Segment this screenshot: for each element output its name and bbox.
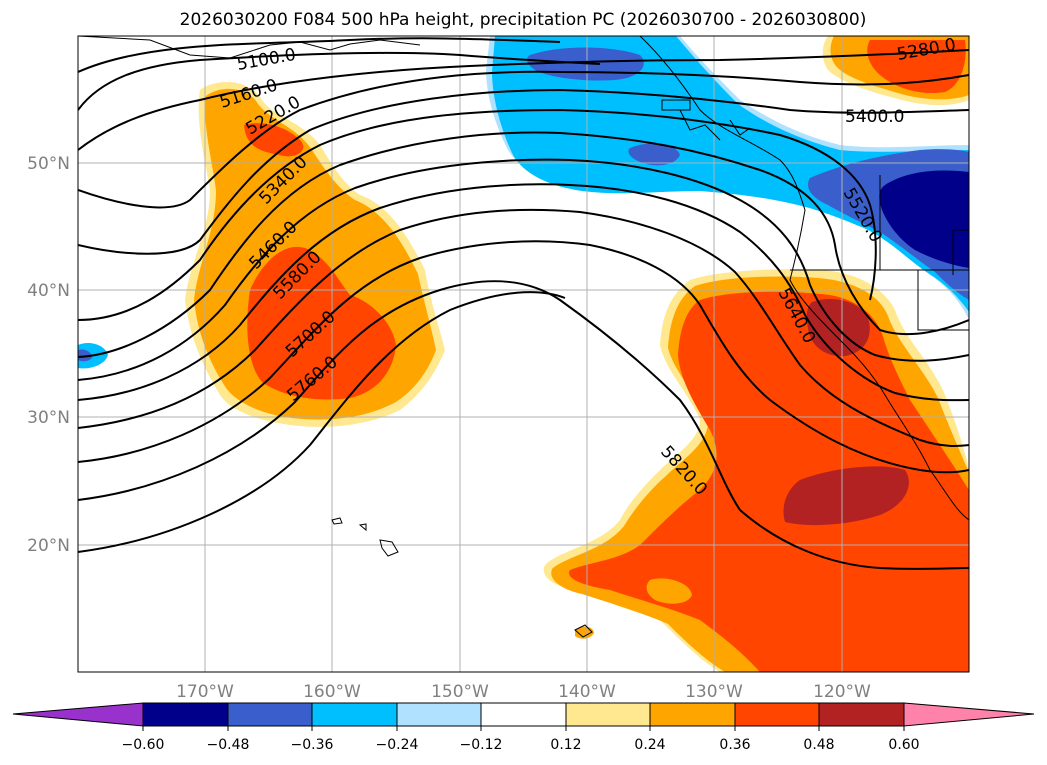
longitude-labels: 170°W 160°W 150°W 140°W 130°W 120°W [176, 682, 871, 702]
lon-label-140w: 140°W [558, 682, 616, 702]
colorbar-tick-label: −0.36 [291, 737, 334, 753]
colorbar-tick-label: 0.60 [888, 737, 919, 753]
colorbar-segment-3 [311, 702, 398, 727]
colorbar-segment-1 [142, 702, 229, 727]
colorbar-segment-4 [396, 702, 482, 727]
lon-label-170w: 170°W [176, 682, 234, 702]
colorbar-segment-max-extend [903, 702, 1035, 727]
colorbar-tick-label: 0.12 [550, 737, 581, 753]
colorbar-tick-label: −0.48 [207, 737, 250, 753]
colorbar-tick-label: 0.24 [634, 737, 665, 753]
lat-label-40n: 40°N [27, 281, 70, 301]
colorbar-tick-label: −0.12 [460, 737, 503, 753]
colorbar [12, 702, 1035, 727]
colorbar-segment-5 [480, 702, 567, 727]
lat-label-50n: 50°N [27, 154, 70, 174]
colorbar-segment-2 [227, 702, 313, 727]
colorbar-ticks [142, 726, 905, 731]
height-contours [78, 37, 969, 570]
contour-label-5400: 5400.0 [845, 107, 904, 127]
colorbar-tick-label: −0.60 [122, 737, 165, 753]
map-frame [77, 35, 970, 673]
lon-label-160w: 160°W [303, 682, 361, 702]
colorbar-tick-label: 0.36 [719, 737, 750, 753]
lon-label-150w: 150°W [431, 682, 489, 702]
gridlines [78, 36, 969, 672]
figure-title: 2026030200 F084 500 hPa height, precipit… [180, 10, 867, 30]
colorbar-segment-7 [649, 702, 736, 727]
lon-label-130w: 130°W [685, 682, 743, 702]
colorbar-segment-6 [565, 702, 651, 727]
map-panel: 5100.0 5160.0 5220.0 5280.0 5340.0 5400.… [78, 36, 969, 672]
lat-label-30n: 30°N [27, 408, 70, 428]
latitude-labels: 50°N 40°N 30°N 20°N [27, 154, 70, 556]
colorbar-segment-min-extend [12, 702, 144, 727]
colorbar-segment-9 [818, 702, 905, 727]
colorbar-tick-label: 0.48 [803, 737, 834, 753]
colorbar-tick-labels: −0.60 −0.48 −0.36 −0.24 −0.12 0.12 0.24 … [122, 737, 920, 753]
lon-label-120w: 120°W [813, 682, 871, 702]
precip-positive-shading [185, 36, 969, 672]
precip-negative-shading [78, 36, 969, 369]
lat-label-20n: 20°N [27, 536, 70, 556]
coastlines [78, 36, 969, 638]
colorbar-segment-8 [734, 702, 820, 727]
colorbar-tick-label: −0.24 [376, 737, 419, 753]
